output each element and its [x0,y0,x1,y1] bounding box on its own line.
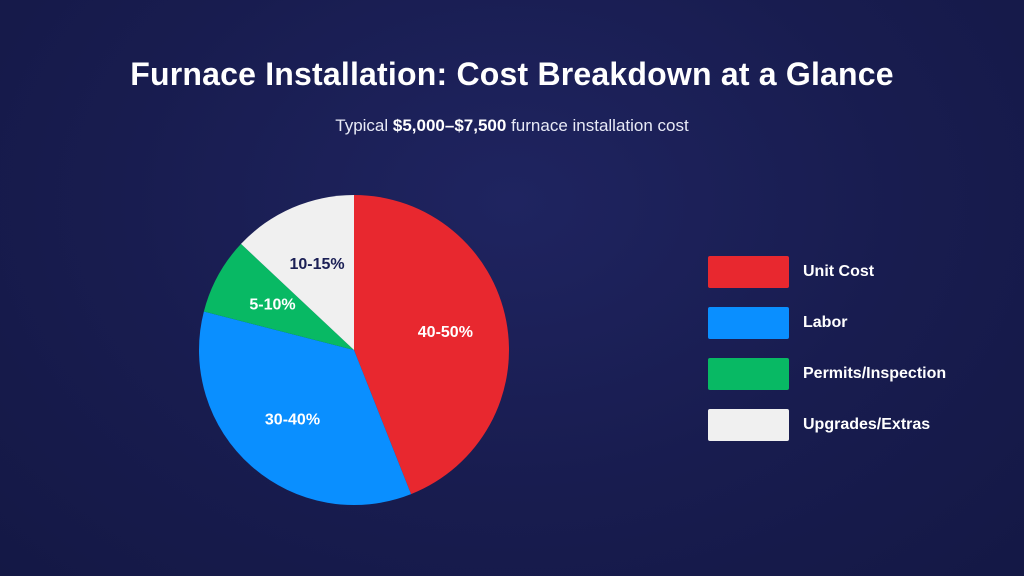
legend-swatch [708,358,789,390]
pie-slice-unit-cost [354,195,509,495]
slice-label-upgrades-extras: 10-15% [289,256,344,273]
slice-label-unit-cost: 40-50% [418,324,473,341]
chart-legend: Unit Cost Labor Permits/Inspection Upgrades… [708,256,946,460]
chart-title: Furnace Installation: Cost Breakdown at … [130,56,894,92]
pie-slice-permits-inspection [203,243,354,350]
legend-item-permits-inspection: Permits/Inspection [708,358,946,390]
legend-label: Upgrades/Extras [803,416,931,433]
legend-label: Permits/Inspection [803,365,947,382]
legend-swatch [708,256,789,288]
slice-label-permits-inspection: 5-10% [249,297,295,314]
subtitle-suffix: furnace installation cost [506,116,689,135]
legend-item-labor: Labor [708,307,946,339]
legend-label: Labor [803,314,848,331]
legend-item-unit-cost: Unit Cost [708,256,946,288]
legend-item-upgrades-extras: Upgrades/Extras [708,409,946,441]
legend-label: Unit Cost [803,263,875,280]
subtitle-cost-range: $5,000–$7,500 [392,116,507,135]
slice-label-labor: 30-40% [265,411,320,428]
chart-subtitle: Typical $5,000–$7,500 furnace installati… [0,116,1024,136]
pie-slice-labor [199,311,412,505]
legend-swatch [708,409,789,441]
pie-slice-upgrades-extras [241,195,354,350]
subtitle-prefix: Typical [335,116,393,135]
legend-swatch [708,307,789,339]
